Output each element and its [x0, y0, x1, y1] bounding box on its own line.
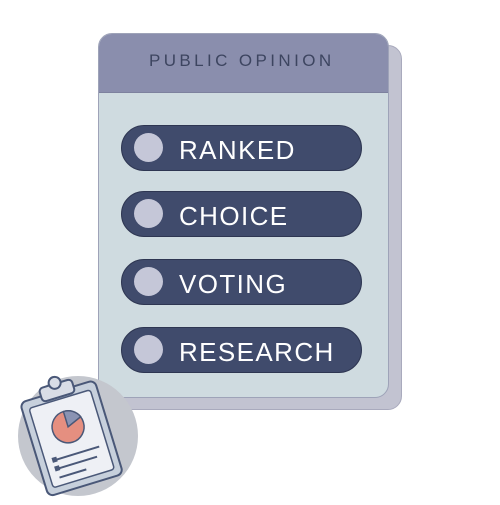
option-label: CHOICE [179, 201, 289, 231]
poll-card: PUBLIC OPINION RANKED CHOICE VOTING RESE… [98, 33, 389, 398]
option-choice[interactable]: CHOICE [121, 191, 362, 237]
radio-circle-icon[interactable] [134, 199, 163, 228]
option-label: RESEARCH [179, 337, 335, 367]
option-ranked[interactable]: RANKED [121, 125, 362, 171]
radio-circle-icon[interactable] [134, 133, 163, 162]
option-label: VOTING [179, 269, 288, 299]
option-label: RANKED [179, 135, 296, 165]
radio-circle-icon[interactable] [134, 335, 163, 364]
option-research[interactable]: RESEARCH [121, 327, 362, 373]
radio-circle-icon[interactable] [134, 267, 163, 296]
card-header: PUBLIC OPINION [99, 34, 388, 93]
card-title: PUBLIC OPINION [149, 51, 335, 70]
clipboard-pie-chart-icon [8, 360, 148, 500]
option-voting[interactable]: VOTING [121, 259, 362, 305]
